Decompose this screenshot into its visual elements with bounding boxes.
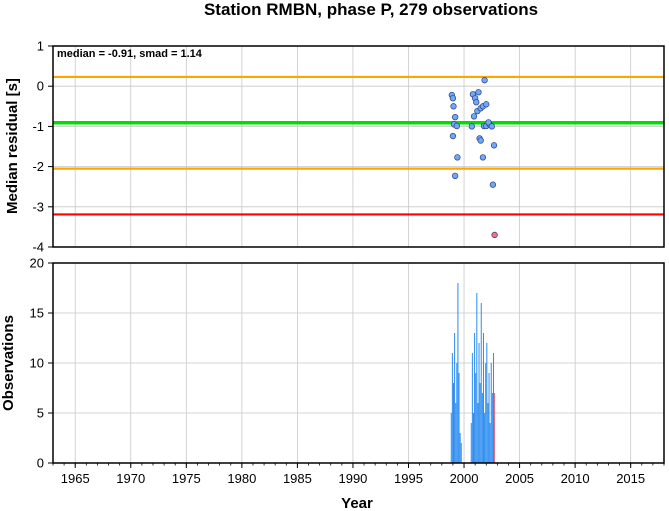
residual-reference-lines	[53, 75, 664, 216]
residual-point	[473, 99, 480, 106]
observations-y-tick-label: 5	[37, 406, 44, 421]
observation-bar	[494, 393, 496, 463]
x-tick-label: 2005	[505, 471, 534, 486]
residual-point	[470, 113, 478, 120]
x-tick-label: 1965	[61, 471, 90, 486]
observation-bar	[484, 413, 486, 463]
observation-bar	[475, 373, 477, 463]
residual-y-tick-label: 1	[37, 39, 44, 54]
residual-point	[468, 123, 475, 130]
observation-bar	[450, 413, 452, 463]
observations-x-ticks: 1965 1970 1975 1980 1985 1990 1995 2000 2005 2010…	[52, 463, 665, 486]
observation-bar	[452, 383, 454, 463]
x-tick-label: 1990	[338, 471, 367, 486]
observation-bar	[460, 443, 462, 463]
observations-y-tick-label: 20	[30, 256, 44, 271]
residual-point	[488, 123, 495, 130]
observation-bar	[490, 363, 492, 463]
residual-point	[491, 231, 498, 239]
observation-bar	[487, 403, 489, 463]
residual-point	[479, 154, 487, 161]
x-tick-label: 2015	[616, 471, 645, 486]
residual-point	[483, 101, 490, 108]
observation-bar	[451, 353, 453, 463]
residual-frame	[52, 45, 665, 248]
observation-bar	[476, 293, 478, 463]
observation-bar	[485, 363, 487, 463]
residual-point	[450, 103, 457, 110]
observation-bar	[459, 433, 461, 463]
residual-y-tick-label: -2	[32, 159, 44, 174]
observations-bars	[450, 283, 496, 463]
residual-point	[453, 122, 460, 130]
residual-points	[448, 77, 498, 239]
observation-bar	[454, 333, 456, 463]
residual-y-tick-label: 0	[37, 79, 44, 94]
observations-y-tick-label: 10	[30, 356, 44, 371]
x-tick-label: 1995	[394, 471, 423, 486]
observations-y-axis-label: Observations	[0, 315, 17, 411]
observation-bar	[477, 403, 479, 463]
residual-point	[451, 172, 459, 179]
residual-y-tick-label: -3	[32, 199, 44, 214]
x-tick-label: 2010	[561, 471, 590, 486]
residual-point	[449, 95, 457, 102]
observations-y-tick-label: 0	[37, 456, 44, 471]
residual-point	[481, 77, 488, 84]
residual-y-ticks: 1 0 -1 -2 -3 -4	[32, 39, 53, 255]
residual-y-tick-label: -1	[32, 119, 44, 134]
x-tick-label: 2000	[450, 471, 479, 486]
residual-point	[451, 114, 459, 121]
observation-bar	[492, 353, 494, 463]
residual-point	[489, 181, 497, 188]
x-tick-label: 1975	[172, 471, 201, 486]
residual-panel: 1 0 -1 -2 -3 -4 median = -0.91, smad = 1.14 M…	[4, 39, 665, 255]
chart-title: Station RMBN, phase P, 279 observations	[204, 0, 538, 19]
observation-bar	[486, 343, 488, 463]
observation-bar	[489, 423, 491, 463]
observation-bar	[471, 353, 473, 463]
residual-point	[449, 132, 457, 140]
residual-point	[454, 154, 461, 161]
residual-point	[477, 137, 484, 144]
residual-point	[485, 119, 492, 126]
stats-annotation: median = -0.91, smad = 1.14	[57, 48, 203, 60]
observation-bar	[472, 413, 474, 463]
x-axis-label: Year	[341, 495, 373, 511]
observations-frame	[52, 262, 665, 464]
observations-y-tick-label: 15	[30, 306, 44, 321]
observation-bar	[488, 373, 490, 463]
residual-y-tick-label: -4	[32, 240, 44, 255]
observation-bar	[474, 333, 476, 463]
x-tick-label: 1985	[283, 471, 312, 486]
observation-bar	[482, 333, 484, 463]
residual-y-axis-label: Median residual [s]	[4, 78, 21, 214]
observation-bar	[458, 373, 460, 463]
observation-bar	[470, 423, 472, 463]
residual-point	[490, 142, 498, 149]
observation-bar	[478, 343, 480, 463]
observation-bar	[480, 303, 482, 463]
x-tick-label: 1970	[116, 471, 145, 486]
observation-bar	[457, 283, 459, 463]
observation-bar	[455, 403, 457, 463]
observations-y-ticks: 20 15 10 5 0	[30, 256, 53, 471]
observation-bar	[456, 363, 458, 463]
x-tick-label: 1980	[227, 471, 256, 486]
observation-bar	[491, 393, 493, 463]
residual-point	[475, 89, 482, 96]
observation-bar	[481, 393, 483, 463]
observation-bar	[479, 383, 481, 463]
